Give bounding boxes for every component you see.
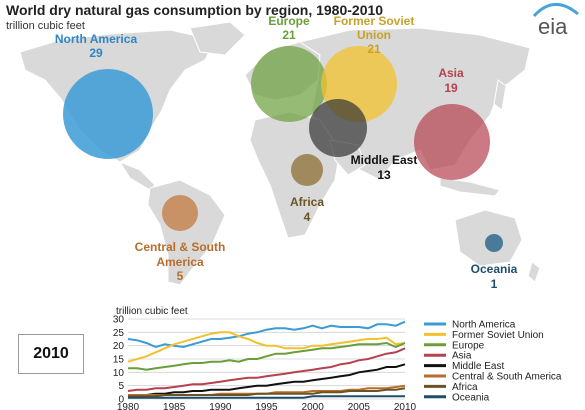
world-map: North America 29 Europe 21 Former Soviet…: [19, 14, 541, 291]
year-box: 2010: [18, 334, 84, 374]
bubble-asia: [414, 104, 490, 180]
series-line: [128, 387, 406, 398]
legend-label: Middle East: [452, 361, 504, 372]
legend-label: Oceania: [452, 392, 490, 403]
label-central-south-america-1: Central & South: [135, 240, 226, 254]
label-asia: Asia: [438, 66, 464, 80]
label-central-south-america-2: America: [156, 255, 204, 269]
y-tick-label: 25: [113, 328, 125, 339]
legend-label: Africa: [452, 382, 478, 393]
label-middle-east: Middle East: [351, 153, 418, 167]
bubble-north-america: [63, 69, 153, 159]
x-tick-label: 2005: [348, 402, 371, 410]
legend-label: Asia: [452, 351, 472, 362]
y-tick-label: 15: [113, 355, 125, 366]
value-oceania: 1: [491, 277, 498, 291]
value-central-south-america: 5: [177, 269, 184, 283]
x-tick-label: 1990: [209, 402, 232, 410]
y-tick-label: 30: [113, 315, 125, 326]
x-tick-labels: 1980 1985 1990 1995 2000 2005 2010: [117, 402, 417, 410]
series-lines: [127, 320, 406, 399]
label-africa: Africa: [290, 195, 324, 209]
legend-label: Central & South America: [452, 372, 562, 383]
x-tick-label: 1985: [163, 402, 186, 410]
value-north-america: 29: [89, 46, 103, 60]
bubble-africa: [291, 154, 323, 186]
bubble-middle-east: [309, 99, 367, 157]
y-tick-labels: 0 5 10 15 20 25 30: [113, 315, 125, 406]
legend-label: Europe: [452, 340, 485, 351]
value-europe: 21: [282, 28, 296, 42]
bubbles: [63, 46, 503, 252]
label-north-america: North America: [55, 32, 138, 46]
chart-unit-label: trillion cubic feet: [116, 306, 188, 317]
y-tick-label: 5: [118, 381, 124, 392]
y-tick-label: 0: [118, 395, 124, 406]
x-tick-label: 2000: [302, 402, 325, 410]
eia-logo: eia: [528, 0, 584, 45]
x-tick-label: 2010: [394, 402, 417, 410]
series-line: [127, 331, 406, 363]
bubble-central-south-america: [162, 195, 198, 231]
logo-text: eia: [538, 14, 568, 39]
series-line: [128, 341, 406, 371]
chart-title: World dry natural gas consumption by reg…: [6, 2, 384, 18]
y-tick-label: 20: [113, 341, 125, 352]
x-tick-label: 1995: [255, 402, 278, 410]
value-former-soviet-union: 21: [367, 42, 381, 56]
y-tick-label: 10: [113, 368, 125, 379]
label-former-soviet-union-1: Former Soviet: [334, 14, 415, 28]
value-africa: 4: [304, 210, 311, 224]
bubble-europe: [251, 46, 327, 122]
legend-label: Former Soviet Union: [452, 330, 544, 341]
series-line: [127, 347, 406, 392]
value-asia: 19: [444, 81, 458, 95]
logo-swoosh-icon: [532, 3, 579, 18]
label-oceania: Oceania: [471, 262, 518, 276]
series-line: [128, 363, 406, 396]
label-former-soviet-union-2: Union: [357, 28, 391, 42]
label-europe: Europe: [268, 14, 310, 28]
legend-label: North America: [452, 320, 516, 331]
series-line: [128, 395, 405, 399]
bubble-oceania: [485, 234, 503, 252]
map-unit-label: trillion cubic feet: [6, 20, 85, 32]
x-tick-label: 1980: [117, 402, 140, 410]
series-line: [127, 320, 406, 349]
value-middle-east: 13: [377, 168, 391, 182]
